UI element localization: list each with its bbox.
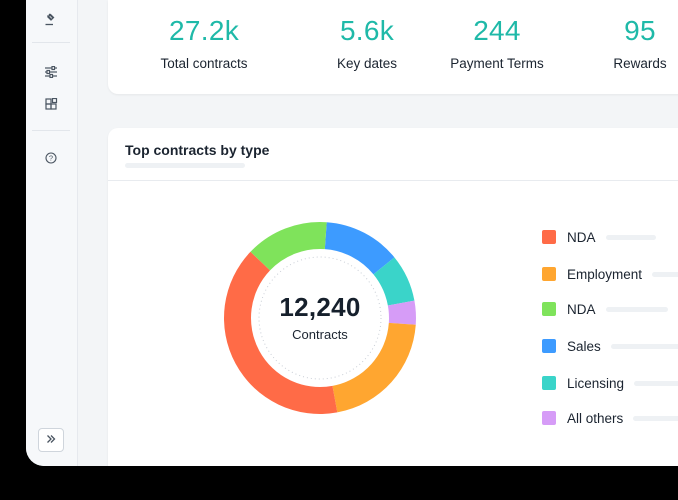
card-title: Top contracts by type: [125, 142, 270, 158]
sidebar-divider: [32, 42, 70, 43]
sliders-icon[interactable]: [42, 63, 60, 81]
svg-text:?: ?: [49, 154, 53, 163]
legend-placeholder-bar: [633, 415, 678, 421]
stat-label: Total contracts: [160, 56, 248, 71]
legend-label: All others: [567, 410, 624, 426]
stat-label: Payment Terms: [450, 56, 544, 71]
donut-chart[interactable]: [220, 218, 420, 418]
legend-item[interactable]: NDA: [542, 300, 668, 318]
legend-placeholder-bar: [652, 271, 678, 277]
legend-swatch: [542, 267, 556, 281]
donut-slice-nda[interactable]: [250, 222, 327, 271]
legend-swatch: [542, 302, 556, 316]
stat-value: 244: [473, 15, 521, 46]
donut-center-label: Contracts: [292, 327, 348, 342]
legend-label: Licensing: [567, 375, 625, 391]
stats-card: 27.2k Total contracts 5.6k Key dates 244…: [108, 0, 678, 94]
legend-item[interactable]: Licensing: [542, 374, 678, 392]
title-placeholder-bar: [125, 163, 245, 168]
legend-swatch: [542, 230, 556, 244]
legend-label: Sales: [567, 338, 601, 354]
sidebar: ?: [26, 0, 78, 466]
app-window: ? 27.2k Total contracts 5.6k Key dates 2…: [26, 0, 678, 466]
expand-sidebar-button[interactable]: [38, 428, 64, 452]
donut-slice-all-others[interactable]: [387, 300, 416, 325]
help-icon[interactable]: ?: [42, 149, 60, 167]
stat-total-contracts[interactable]: 27.2k Total contracts: [144, 14, 264, 71]
stat-value: 5.6k: [339, 15, 395, 46]
legend-label: Employment: [567, 266, 643, 282]
donut-center-value: 12,240: [279, 292, 361, 322]
legend-placeholder-bar: [605, 234, 656, 240]
blocks-icon[interactable]: [42, 95, 60, 113]
donut-inner-dotted-ring: [258, 256, 382, 380]
stat-payment-terms[interactable]: 244 Payment Terms: [437, 14, 557, 71]
legend-swatch: [542, 376, 556, 390]
legend-item[interactable]: NDA: [542, 228, 656, 246]
top-contracts-card: Top contracts by type 12,240 Contracts N…: [108, 128, 678, 466]
legend-swatch: [542, 411, 556, 425]
card-divider: [108, 180, 678, 181]
legend-placeholder-bar: [610, 343, 678, 349]
gavel-icon[interactable]: [42, 10, 60, 28]
stat-label: Key dates: [336, 56, 398, 71]
legend-item[interactable]: Sales: [542, 337, 678, 355]
legend-swatch: [542, 339, 556, 353]
stat-value: 95: [624, 15, 656, 46]
donut-slice-employment[interactable]: [332, 322, 416, 413]
stat-label: Rewards: [613, 56, 667, 71]
legend-item[interactable]: All others: [542, 409, 678, 427]
stat-value: 27.2k: [169, 15, 239, 46]
legend-item[interactable]: Employment: [542, 265, 678, 283]
donut-slice-nda[interactable]: [223, 251, 338, 415]
legend-placeholder-bar: [634, 380, 678, 386]
sidebar-divider: [32, 130, 70, 131]
legend-label: NDA: [567, 229, 596, 245]
legend-label: NDA: [567, 301, 596, 317]
stat-rewards[interactable]: 95 Rewards: [605, 14, 675, 71]
donut-slice-sales[interactable]: [324, 222, 395, 275]
legend-placeholder-bar: [605, 306, 668, 312]
donut-slice-licensing[interactable]: [373, 257, 415, 306]
stat-key-dates[interactable]: 5.6k Key dates: [307, 14, 427, 71]
chevrons-right-icon: [46, 431, 56, 449]
